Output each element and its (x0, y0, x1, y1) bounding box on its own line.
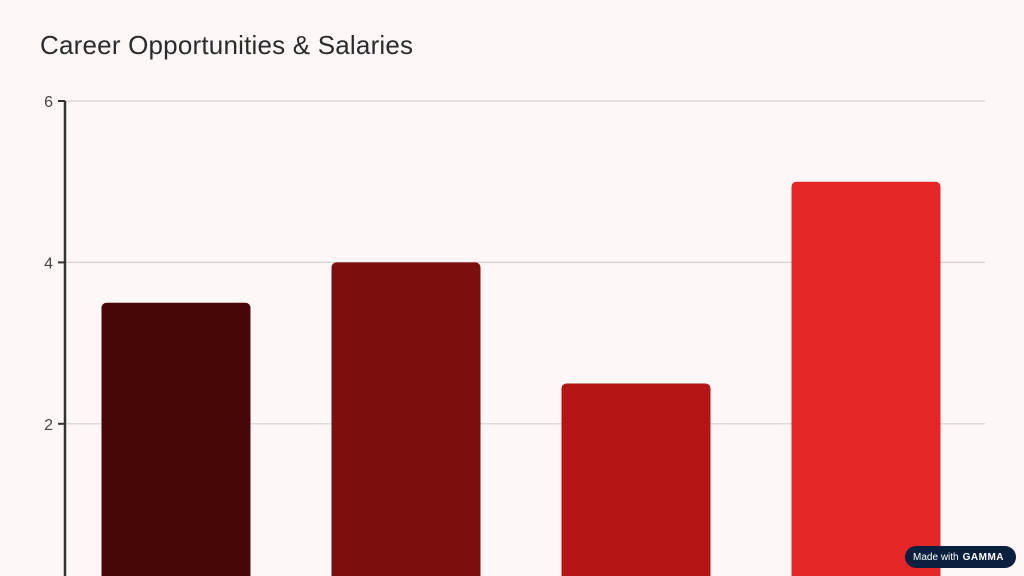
bar-3 (561, 383, 711, 576)
y-tick-label-4: 4 (44, 255, 53, 272)
bar-4 (791, 181, 941, 576)
bar-2 (331, 262, 481, 576)
chart-title: Career Opportunities & Salaries (40, 30, 414, 60)
y-tick-label-6: 6 (44, 94, 53, 111)
badge-prefix: Made with (913, 551, 959, 563)
bars (101, 181, 941, 576)
made-with-gamma-badge[interactable]: Made with GAMMA (905, 546, 1016, 568)
y-tick-label-2: 2 (44, 417, 53, 434)
gamma-logo: GAMMA (962, 551, 1004, 563)
bar-1 (101, 302, 251, 576)
y-axis: 2 4 6 (44, 94, 67, 576)
